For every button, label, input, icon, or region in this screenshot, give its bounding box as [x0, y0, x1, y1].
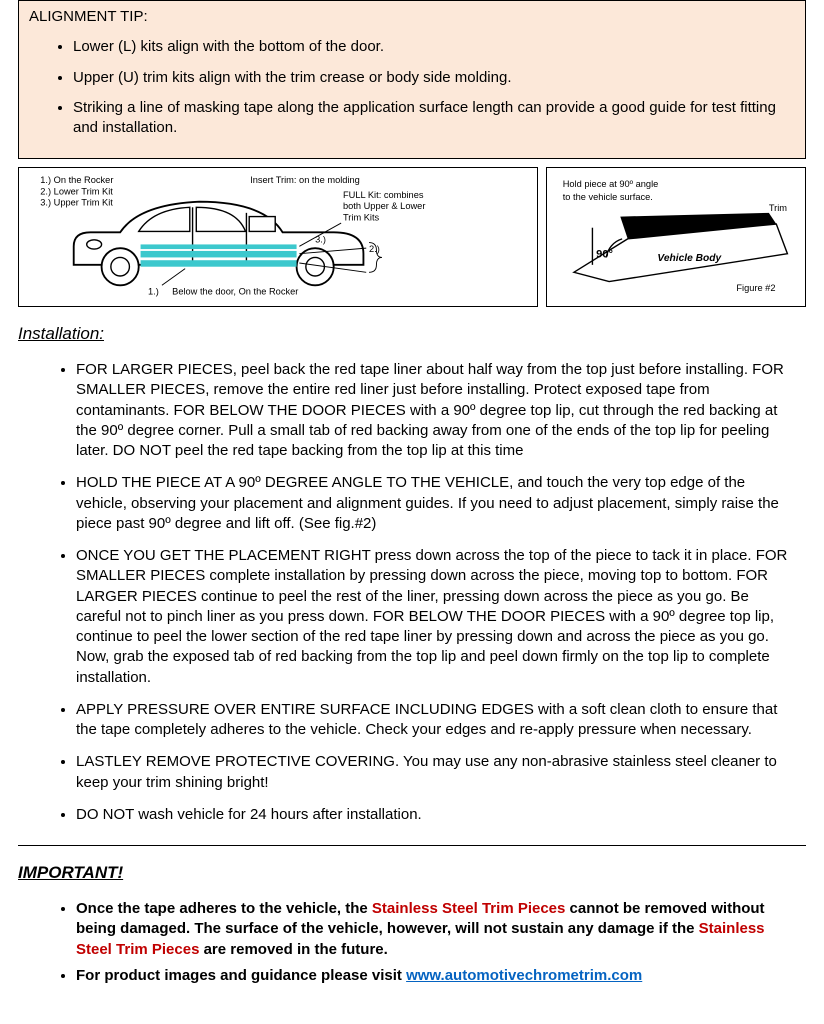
fullkit-2: both Upper & Lower — [343, 201, 425, 211]
tip-item: Upper (U) trim kits align with the trim … — [73, 68, 795, 88]
important-item: For product images and guidance please v… — [76, 966, 796, 986]
car-trim-diagram: 1.) On the Rocker 2.) Lower Trim Kit 3.)… — [18, 167, 538, 307]
fullkit-3: Trim Kits — [343, 213, 380, 223]
upper-trim-stripe — [141, 245, 297, 250]
tip-item: Striking a line of masking tape along th… — [73, 98, 795, 139]
legend-1: 1.) On the Rocker — [40, 175, 113, 185]
alignment-tip-title: ALIGNMENT TIP: — [29, 7, 795, 27]
important-red-text: Stainless Steel Trim Pieces — [372, 900, 565, 917]
product-link[interactable]: www.automotivechrometrim.com — [406, 967, 642, 984]
install-item: DO NOT wash vehicle for 24 hours after i… — [76, 805, 796, 825]
important-text: For product images and guidance please v… — [76, 967, 406, 984]
angle-value: 90° — [596, 249, 613, 261]
rocker-trim-stripe — [141, 260, 297, 267]
important-text: Once the tape adheres to the vehicle, th… — [76, 900, 372, 917]
lower-trim-stripe — [141, 251, 297, 258]
figure-label: Figure #2 — [736, 283, 775, 293]
important-list: Once the tape adheres to the vehicle, th… — [18, 899, 806, 986]
pointer-2: 2.) — [369, 244, 380, 254]
trim-label: Trim — [769, 203, 787, 213]
angle-text-2: to the vehicle surface. — [563, 192, 653, 202]
angle-diagram: Hold piece at 90º angle to the vehicle s… — [546, 167, 806, 307]
angle-text-1: Hold piece at 90º angle — [563, 179, 659, 189]
below-door-label: Below the door, On the Rocker — [172, 287, 298, 297]
fullkit-1: FULL Kit: combines — [343, 190, 424, 200]
install-item: HOLD THE PIECE AT A 90º DEGREE ANGLE TO … — [76, 473, 796, 534]
install-item: ONCE YOU GET THE PLACEMENT RIGHT press d… — [76, 546, 796, 688]
pointer-1: 1.) — [148, 287, 159, 297]
install-item: FOR LARGER PIECES, peel back the red tap… — [76, 360, 796, 461]
alignment-tip-list: Lower (L) kits align with the bottom of … — [29, 37, 795, 138]
insert-trim-label: Insert Trim: on the molding — [250, 175, 360, 185]
legend-3: 3.) Upper Trim Kit — [40, 198, 113, 208]
important-text: are removed in the future. — [199, 941, 387, 958]
install-item: LASTLEY REMOVE PROTECTIVE COVERING. You … — [76, 752, 796, 793]
install-item: APPLY PRESSURE OVER ENTIRE SURFACE INCLU… — [76, 700, 796, 741]
important-heading: IMPORTANT! — [18, 862, 806, 885]
divider — [18, 845, 806, 846]
important-item: Once the tape adheres to the vehicle, th… — [76, 899, 796, 960]
vehicle-body-label: Vehicle Body — [657, 253, 722, 264]
legend-2: 2.) Lower Trim Kit — [40, 187, 113, 197]
diagram-row: 1.) On the Rocker 2.) Lower Trim Kit 3.)… — [18, 167, 806, 307]
installation-list: FOR LARGER PIECES, peel back the red tap… — [18, 360, 806, 825]
alignment-tip-box: ALIGNMENT TIP: Lower (L) kits align with… — [18, 0, 806, 159]
installation-heading: Installation: — [18, 323, 806, 346]
pointer-3: 3.) — [315, 235, 326, 245]
tip-item: Lower (L) kits align with the bottom of … — [73, 37, 795, 57]
